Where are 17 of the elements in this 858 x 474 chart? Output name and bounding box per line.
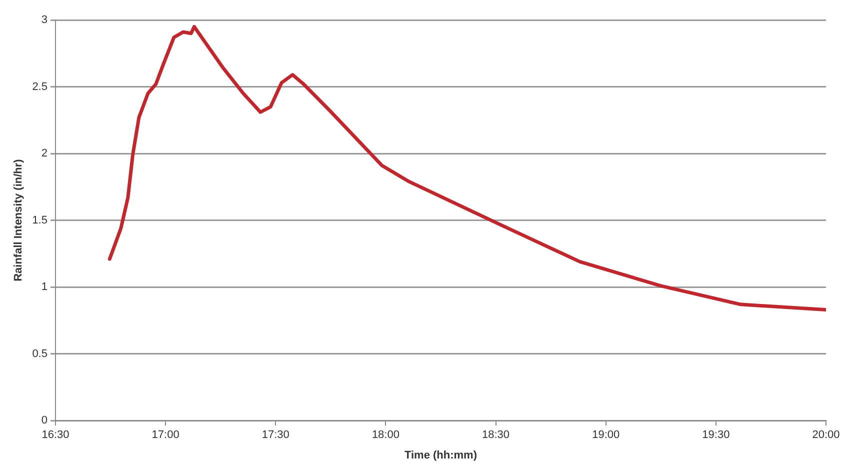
y-tick-label: 1 <box>41 281 48 294</box>
x-tick-label: 16:30 <box>42 429 70 442</box>
x-axis-title: Time (hh:mm) <box>404 449 478 462</box>
x-tick-label: 17:00 <box>152 429 180 442</box>
y-tick-label: 0.5 <box>32 348 48 360</box>
y-tick-label: 1.5 <box>32 214 48 226</box>
y-tick-label: 2 <box>41 148 48 160</box>
y-tick-label: 3 <box>41 14 48 26</box>
x-tick-label: 19:00 <box>592 429 620 442</box>
x-tick-label: 18:00 <box>372 429 400 442</box>
x-tick-label: 17:30 <box>262 429 290 442</box>
x-tick-label: 19:30 <box>702 429 730 442</box>
x-tick-label: 20:00 <box>812 429 840 442</box>
x-tick-label: 18:30 <box>482 429 510 442</box>
y-axis-title: Rainfall Intensity (in/hr) <box>12 158 25 282</box>
y-tick-label: 2.5 <box>32 80 48 93</box>
y-tick-label: 0 <box>41 414 48 427</box>
